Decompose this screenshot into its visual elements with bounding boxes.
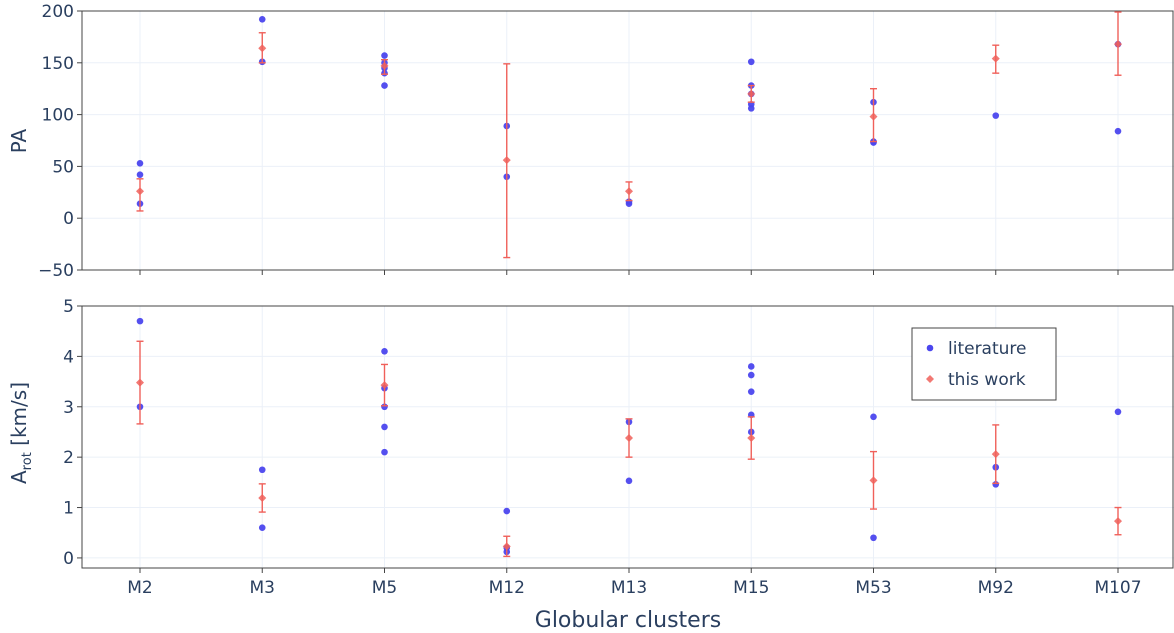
this-work-point	[747, 434, 756, 443]
y-tick-label: 50	[52, 157, 74, 177]
this-work-point	[991, 54, 1000, 63]
literature-point	[625, 477, 633, 485]
x-tick-label: M107	[1094, 578, 1141, 598]
this-work-point	[625, 187, 633, 196]
legend-this-work-marker	[926, 375, 934, 383]
legend: literature this work	[911, 327, 1057, 401]
x-tick-label: M2	[127, 578, 152, 598]
x-tick-label: M3	[250, 578, 275, 598]
literature-point	[747, 371, 755, 379]
legend-this-work-label: this work	[948, 370, 1026, 390]
literature-point	[381, 52, 388, 59]
x-axis: M2 M3 M5 M12 M13 M15 M53 M92 M107	[127, 578, 1141, 598]
literature-point	[747, 363, 755, 370]
literature-point	[381, 348, 388, 355]
this-work-point	[625, 434, 633, 443]
plot-frame	[81, 305, 1174, 569]
pa-panel: −50 0 50 100 150 200	[38, 2, 1174, 281]
literature-point	[1114, 127, 1122, 135]
this-work-point	[258, 44, 267, 53]
this-work-point	[136, 378, 144, 387]
this-work-point	[747, 89, 756, 98]
literature-point	[136, 317, 144, 325]
x-tick-label: M12	[489, 578, 525, 598]
pa-y-axis-title: PA	[7, 128, 31, 153]
literature-point	[258, 15, 266, 23]
this-work-point	[502, 542, 511, 551]
literature-point	[747, 58, 755, 66]
literature-point	[381, 423, 388, 431]
arot-y-axis-title-unit: [km/s]	[7, 382, 31, 452]
this-work-point	[380, 381, 389, 390]
y-tick-label: 0	[63, 549, 74, 569]
literature-point	[1114, 408, 1122, 416]
x-tick-label: M5	[372, 578, 397, 598]
x-tick-label: M13	[611, 578, 647, 598]
y-tick-label: 5	[63, 297, 74, 317]
plot-frame	[81, 10, 1174, 271]
this-work-point	[1114, 517, 1122, 526]
this-work-point	[502, 156, 511, 165]
this-work-point	[380, 61, 389, 70]
this-work-point	[869, 476, 878, 485]
literature-point	[503, 507, 511, 515]
arot-y-axis-title: Arot [km/s]	[7, 382, 35, 484]
arot-y-axis-title-main: A	[7, 470, 31, 484]
literature-point	[747, 105, 755, 112]
x-tick-label: M92	[978, 578, 1014, 598]
y-tick-label: 4	[63, 347, 74, 367]
y-tick-label: 150	[42, 54, 74, 74]
this-work-point	[1114, 40, 1122, 49]
this-work-point	[991, 450, 1000, 459]
y-tick-label: 100	[42, 106, 74, 126]
literature-point	[625, 200, 633, 207]
literature-point	[747, 388, 755, 395]
y-tick-label: −50	[38, 261, 74, 281]
arot-panel: 0 1 2 3 4 5	[63, 297, 1174, 573]
x-tick-label: M53	[855, 578, 891, 598]
literature-point	[870, 534, 877, 542]
literature-point	[381, 82, 388, 89]
legend-literature-label: literature	[948, 339, 1027, 359]
literature-point	[258, 466, 266, 474]
legend-box	[911, 327, 1057, 401]
x-axis-title: Globular clusters	[535, 608, 721, 633]
y-tick-label: 200	[42, 2, 74, 22]
y-tick-label: 3	[63, 398, 74, 418]
this-work-point	[258, 493, 267, 502]
this-work-point	[869, 112, 878, 121]
literature-point	[870, 413, 877, 421]
y-tick-label: 0	[63, 209, 74, 229]
this-work-point	[136, 187, 144, 196]
y-tick-label: 1	[63, 499, 74, 519]
literature-point	[258, 524, 266, 531]
literature-point	[992, 112, 1000, 119]
literature-point	[381, 448, 388, 456]
literature-point	[136, 159, 144, 167]
literature-point	[136, 171, 144, 178]
x-tick-label: M15	[733, 578, 769, 598]
arot-y-axis-title-sub: rot	[20, 452, 35, 470]
y-tick-label: 2	[63, 448, 74, 468]
legend-literature-marker	[926, 344, 934, 352]
